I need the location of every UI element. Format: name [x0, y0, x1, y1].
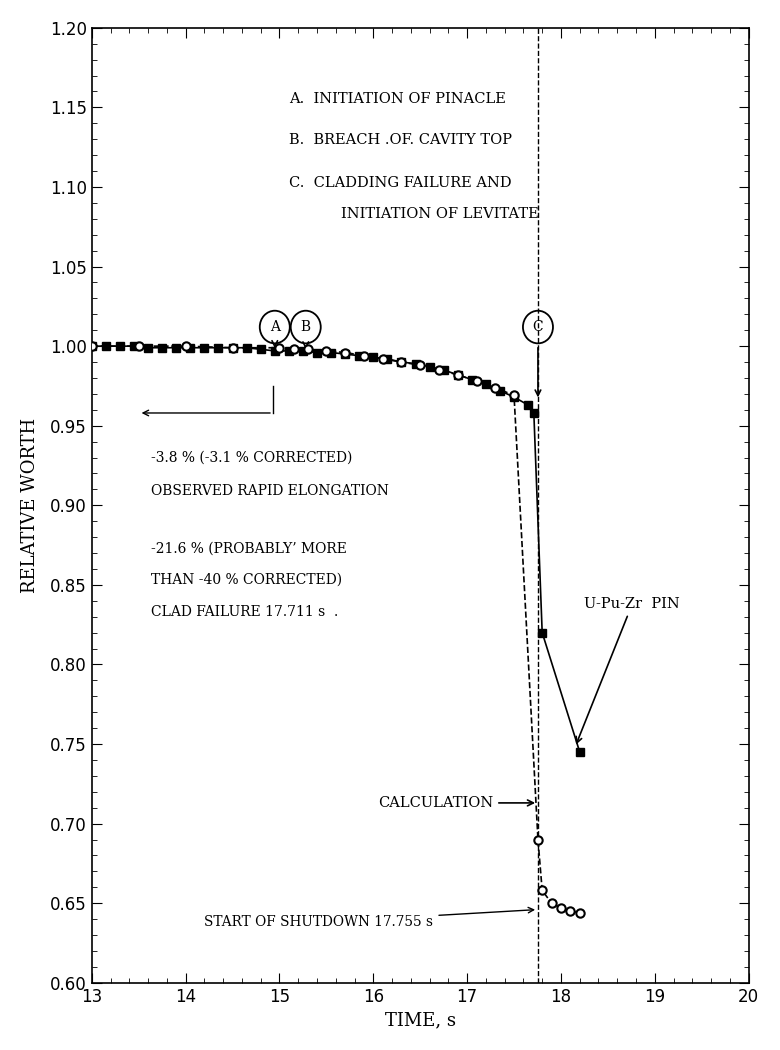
- Text: INITIATION OF LEVITATE: INITIATION OF LEVITATE: [342, 207, 539, 222]
- Text: CALCULATION: CALCULATION: [378, 796, 534, 810]
- Y-axis label: RELATIVE WORTH: RELATIVE WORTH: [21, 418, 39, 593]
- Text: C: C: [533, 320, 544, 334]
- Text: THAN -40 % CORRECTED): THAN -40 % CORRECTED): [151, 573, 342, 587]
- Text: C.  CLADDING FAILURE AND: C. CLADDING FAILURE AND: [289, 175, 512, 190]
- X-axis label: TIME, s: TIME, s: [385, 1011, 456, 1029]
- Text: OBSERVED RAPID ELONGATION: OBSERVED RAPID ELONGATION: [151, 484, 388, 498]
- Text: START OF SHUTDOWN 17.755 s: START OF SHUTDOWN 17.755 s: [204, 907, 534, 929]
- Text: A: A: [270, 320, 280, 334]
- Text: -3.8 % (-3.1 % CORRECTED): -3.8 % (-3.1 % CORRECTED): [151, 450, 353, 464]
- Text: B: B: [300, 320, 310, 334]
- Text: CLAD FAILURE 17.711 s  .: CLAD FAILURE 17.711 s .: [151, 605, 339, 620]
- Text: A.  INITIATION OF PINACLE: A. INITIATION OF PINACLE: [289, 92, 505, 106]
- Text: U-Pu-Zr  PIN: U-Pu-Zr PIN: [576, 597, 680, 743]
- Text: B.  BREACH .OF. CAVITY TOP: B. BREACH .OF. CAVITY TOP: [289, 132, 512, 147]
- Text: -21.6 % (PROBABLY’ MORE: -21.6 % (PROBABLY’ MORE: [151, 541, 347, 555]
